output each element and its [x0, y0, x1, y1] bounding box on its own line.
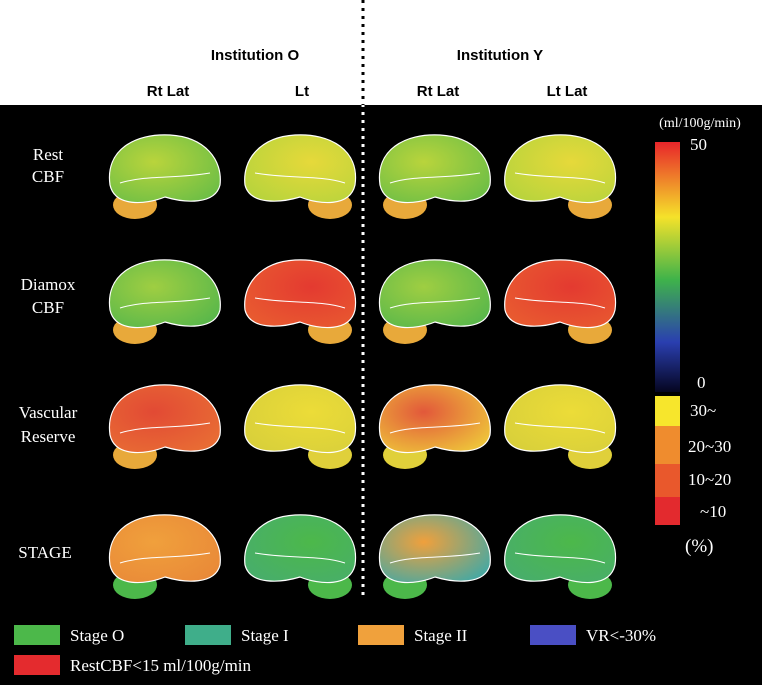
cortex — [108, 259, 221, 329]
brain — [108, 514, 221, 599]
view: Rt Lat — [417, 83, 460, 100]
row-label: Reserve — [21, 427, 76, 446]
cortex — [378, 514, 491, 584]
colorbar — [655, 142, 680, 392]
row-label: STAGE — [18, 543, 71, 562]
brain — [378, 514, 491, 599]
brain — [108, 134, 221, 219]
brain — [244, 384, 357, 469]
sulcus — [389, 422, 481, 434]
brain — [378, 134, 491, 219]
scale-unit: (%) — [685, 536, 713, 557]
sulcus — [514, 172, 606, 184]
brain — [244, 259, 357, 344]
sulcus — [254, 422, 346, 434]
view: Rt Lat — [147, 83, 190, 100]
colorbar-unit: (ml/100g/min) — [659, 116, 741, 131]
sulcus — [119, 172, 211, 184]
cortex — [244, 134, 357, 204]
row-label: Diamox — [21, 275, 76, 294]
cortex — [378, 134, 491, 204]
scale-label: 20~30 — [688, 437, 731, 456]
cortex — [504, 259, 617, 329]
institution: Institution O — [211, 47, 300, 64]
brain — [504, 514, 617, 599]
cortex — [378, 259, 491, 329]
sulcus — [389, 552, 481, 564]
legend-label: Stage I — [241, 626, 289, 645]
row-label: Vascular — [19, 403, 78, 422]
scale-swatch — [655, 396, 680, 426]
legend-swatch — [358, 625, 404, 645]
sulcus — [514, 297, 606, 309]
cortex — [108, 384, 221, 454]
sulcus — [389, 172, 481, 184]
brain — [504, 259, 617, 344]
scale-swatch — [655, 426, 680, 464]
scale-swatch — [655, 464, 680, 497]
cortex — [504, 514, 617, 584]
cortex — [504, 384, 617, 454]
cortex — [244, 514, 357, 584]
brain — [378, 259, 491, 344]
legend-label: VR<-30% — [586, 626, 656, 645]
scale-swatch — [655, 497, 680, 525]
sulcus — [119, 297, 211, 309]
brain — [244, 514, 357, 599]
row-label: CBF — [32, 298, 64, 317]
row-label: CBF — [32, 167, 64, 186]
cortex — [244, 259, 357, 329]
institution: Institution Y — [457, 47, 543, 64]
legend-swatch — [185, 625, 231, 645]
brain — [108, 259, 221, 344]
brain-images — [108, 134, 617, 599]
legend-label: RestCBF<15 ml/100g/min — [70, 656, 252, 675]
cortex — [108, 134, 221, 204]
cortex — [378, 384, 491, 454]
sulcus — [514, 422, 606, 434]
view: Lt Lat — [547, 83, 588, 100]
cortex — [244, 384, 357, 454]
legend-label: Stage II — [414, 626, 468, 645]
sulcus — [119, 422, 211, 434]
sulcus — [254, 297, 346, 309]
brain — [504, 134, 617, 219]
legend-swatch — [14, 625, 60, 645]
legend-label: Stage O — [70, 626, 124, 645]
colorbar-min: 0 — [697, 373, 706, 392]
brain — [504, 384, 617, 469]
legend-swatch — [14, 655, 60, 675]
sulcus — [254, 172, 346, 184]
row-label: Rest — [33, 145, 64, 164]
colorbar-max: 50 — [690, 135, 707, 154]
cortex — [108, 514, 221, 584]
scale-label: ~10 — [700, 502, 726, 521]
scale-label: 10~20 — [688, 470, 731, 489]
legend-swatch — [530, 625, 576, 645]
brain — [108, 384, 221, 469]
cortex — [504, 134, 617, 204]
sulcus — [254, 552, 346, 564]
sulcus — [514, 552, 606, 564]
brain — [378, 384, 491, 469]
brain — [244, 134, 357, 219]
scale-label: 30~ — [690, 401, 716, 420]
sulcus — [119, 552, 211, 564]
view: Lt — [295, 83, 309, 100]
sulcus — [389, 297, 481, 309]
